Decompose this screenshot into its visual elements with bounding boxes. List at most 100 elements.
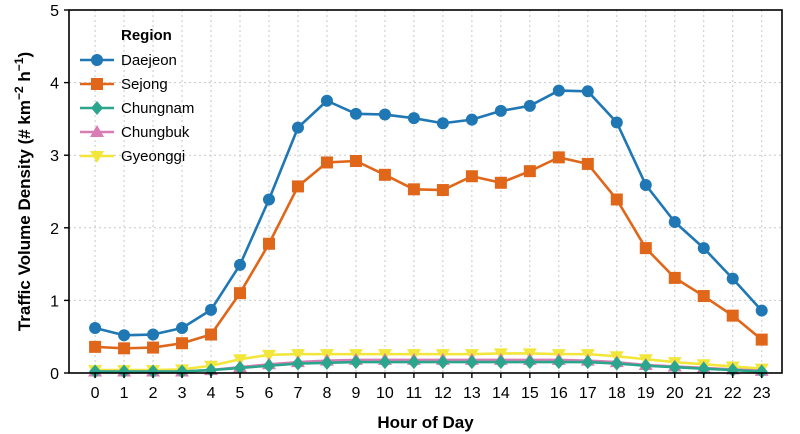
data-point-sejong <box>755 333 768 346</box>
y-axis-title-sup2: −1 <box>12 57 26 71</box>
data-point-daejeon <box>726 272 739 285</box>
data-point-daejeon <box>234 258 247 271</box>
y-tick-label: 3 <box>50 148 59 165</box>
data-point-chungnam <box>610 356 623 371</box>
series-layer <box>88 84 769 379</box>
data-point-daejeon <box>176 321 189 334</box>
data-point-chungnam <box>407 355 420 370</box>
legend-label: Chungnam <box>121 100 194 117</box>
y-tick-label: 1 <box>50 293 59 310</box>
data-point-chungnam <box>494 355 507 370</box>
data-point-sejong <box>205 328 218 341</box>
data-point-daejeon <box>205 303 218 316</box>
data-point-daejeon <box>494 104 507 117</box>
data-point-sejong <box>610 193 623 206</box>
x-tick-label: 12 <box>434 385 452 402</box>
data-point-chungnam <box>378 355 391 370</box>
x-tick-label: 20 <box>666 385 684 402</box>
x-tick-label: 15 <box>521 385 539 402</box>
data-point-sejong <box>581 157 594 170</box>
series-chungnam <box>89 355 768 379</box>
series-sejong <box>89 151 768 355</box>
x-tick-label: 17 <box>579 385 597 402</box>
data-point-daejeon <box>89 321 102 334</box>
x-tick-label: 18 <box>608 385 626 402</box>
legend-marker <box>91 101 103 115</box>
data-point-sejong <box>552 151 565 164</box>
data-point-chungnam <box>89 364 102 379</box>
data-point-chungnam <box>176 364 189 379</box>
legend-marker <box>91 54 103 66</box>
data-point-sejong <box>523 165 536 178</box>
x-tick-label: 21 <box>695 385 713 402</box>
data-point-chungnam <box>320 355 333 370</box>
data-point-sejong <box>349 155 362 168</box>
data-point-sejong <box>118 342 131 355</box>
x-tick-label: 7 <box>294 385 303 402</box>
data-point-daejeon <box>465 113 478 126</box>
data-point-daejeon <box>407 112 420 125</box>
y-axis-title-main: Traffic Volume Density (# km <box>15 100 34 331</box>
x-tick-label: 2 <box>149 385 158 402</box>
legend-item-sejong: Sejong <box>80 76 168 93</box>
data-point-sejong <box>378 168 391 181</box>
data-point-chungnam <box>465 355 478 370</box>
x-tick-label: 23 <box>753 385 771 402</box>
x-tick-label: 4 <box>207 385 216 402</box>
y-tick-label: 2 <box>50 221 59 238</box>
data-point-daejeon <box>581 85 594 98</box>
y-tick-label: 4 <box>50 76 59 93</box>
data-point-daejeon <box>320 94 333 107</box>
data-point-chungnam <box>349 355 362 370</box>
data-point-chungnam <box>234 360 247 375</box>
data-point-sejong <box>436 184 449 197</box>
y-tick-label: 5 <box>50 3 59 20</box>
x-tick-label: 5 <box>236 385 245 402</box>
data-point-sejong <box>639 242 652 255</box>
series-daejeon <box>89 84 768 342</box>
series-line-gyeonggi <box>95 352 762 372</box>
data-point-sejong <box>320 156 333 169</box>
plot-frame <box>68 9 783 374</box>
legend-label: Daejeon <box>121 52 177 69</box>
data-point-chungnam <box>436 355 449 370</box>
axes: 0 1 2 3 4 5 6 7 8 9 10 11 12 13 14 15 16 17 18 19 20 21 22 2301… <box>50 3 771 402</box>
data-point-sejong <box>668 271 681 284</box>
x-tick-label: 14 <box>492 385 510 402</box>
x-tick-label: 6 <box>265 385 274 402</box>
data-point-chungnam <box>581 355 594 370</box>
data-point-daejeon <box>668 215 681 228</box>
data-point-sejong <box>407 183 420 196</box>
legend: Region Daejeon Sejong Chungnam Chungbuk Gyeo… <box>80 27 194 165</box>
data-point-gyeonggi <box>261 349 276 362</box>
data-point-sejong <box>262 237 275 250</box>
legend-label: Sejong <box>121 76 168 93</box>
data-point-sejong <box>494 176 507 189</box>
x-tick-label: 13 <box>463 385 481 402</box>
data-point-chungnam <box>552 355 565 370</box>
x-tick-label: 8 <box>323 385 332 402</box>
data-point-daejeon <box>610 116 623 129</box>
data-point-daejeon <box>552 84 565 97</box>
data-point-chungnam <box>697 361 710 376</box>
data-point-chungnam <box>118 364 131 379</box>
y-axis-title-end: ) <box>15 52 34 58</box>
x-tick-label: 10 <box>376 385 394 402</box>
legend-item-gyeonggi: Gyeonggi <box>80 148 185 165</box>
x-tick-label: 0 <box>91 385 100 402</box>
legend-label: Gyeonggi <box>121 148 185 165</box>
data-point-sejong <box>147 341 160 354</box>
legend-label: Chungbuk <box>121 124 190 141</box>
legend-title: Region <box>121 27 172 44</box>
legend-item-daejeon: Daejeon <box>80 52 177 69</box>
x-tick-label: 19 <box>637 385 655 402</box>
data-point-chungnam <box>262 358 275 373</box>
x-tick-label: 16 <box>550 385 568 402</box>
legend-marker <box>90 125 104 137</box>
legend-item-chungnam: Chungnam <box>80 100 194 117</box>
legend-marker <box>91 78 103 90</box>
y-tick-label: 0 <box>50 366 59 383</box>
data-point-chungnam <box>523 355 536 370</box>
data-point-chungnam <box>668 360 681 375</box>
data-point-chungnam <box>755 364 768 379</box>
